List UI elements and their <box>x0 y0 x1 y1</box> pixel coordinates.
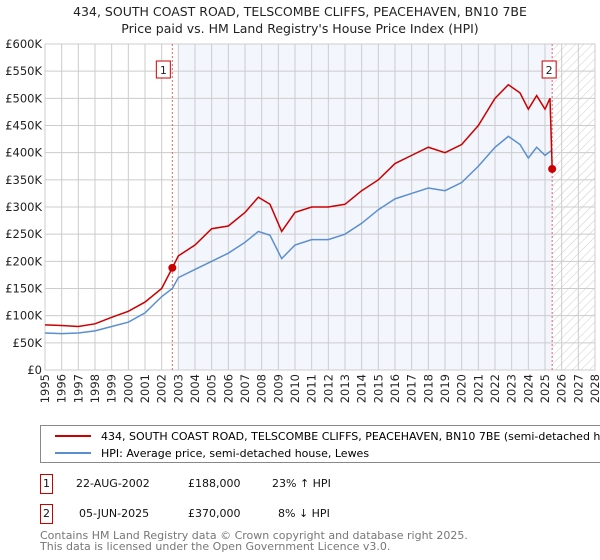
sale-marker-badge: 1 <box>40 474 53 494</box>
sale-point <box>168 263 177 272</box>
x-tick-label: 2024 <box>521 374 535 403</box>
x-tick-label: 2014 <box>355 374 369 403</box>
x-tick-label: 2017 <box>405 374 419 403</box>
x-tick-label: 1999 <box>105 374 119 403</box>
plot-border <box>44 43 596 371</box>
y-tick-label: £200K <box>5 254 42 268</box>
x-tick-label: 2018 <box>421 374 435 403</box>
sale-price: £370,000 <box>188 507 241 520</box>
red-line-swatch <box>55 435 91 437</box>
chart-title: 434, SOUTH COAST ROAD, TELSCOMBE CLIFFS,… <box>73 4 527 19</box>
y-tick-label: £0 <box>27 363 42 377</box>
sale-badge-label: 1 <box>160 64 167 77</box>
sale-hpi-diff: 23% ↑ HPI <box>272 477 331 490</box>
legend: 434, SOUTH COAST ROAD, TELSCOMBE CLIFFS,… <box>40 425 600 463</box>
x-tick-label: 2016 <box>388 374 402 403</box>
legend-label: HPI: Average price, semi-detached house,… <box>101 446 370 460</box>
legend-item-hpi: HPI: Average price, semi-detached house,… <box>55 445 369 461</box>
x-tick-label: 2008 <box>255 374 269 403</box>
x-tick-label: 2006 <box>221 374 235 403</box>
x-tick-label: 2012 <box>321 374 335 403</box>
y-tick-label: £400K <box>5 146 42 160</box>
y-tick-label: £550K <box>5 64 42 78</box>
sale-badge-label: 2 <box>546 64 553 77</box>
x-tick-label: 2015 <box>371 374 385 403</box>
x-tick-label: 2028 <box>588 374 600 403</box>
sale-badge <box>541 60 557 79</box>
sale-point <box>548 164 557 173</box>
chart-subtitle: Price paid vs. HM Land Registry's House … <box>121 21 479 36</box>
x-tick-label: 2010 <box>288 374 302 403</box>
x-tick-label: 2003 <box>171 374 185 403</box>
x-tick-label: 2025 <box>538 374 552 403</box>
y-tick-label: £350K <box>5 173 42 187</box>
footer: Contains HM Land Registry data © Crown c… <box>40 530 468 552</box>
x-tick-label: 2001 <box>138 374 152 403</box>
y-tick-label: £250K <box>5 227 42 241</box>
y-tick-label: £150K <box>5 282 42 296</box>
y-tick-label: £300K <box>5 200 42 214</box>
sale-date: 05-JUN-2025 <box>79 507 150 520</box>
x-tick-label: 2019 <box>438 374 452 403</box>
legend-label: 434, SOUTH COAST ROAD, TELSCOMBE CLIFFS,… <box>101 429 600 443</box>
y-tick-label: £450K <box>5 119 42 133</box>
x-tick-label: 2000 <box>121 374 135 403</box>
legend-item-property: 434, SOUTH COAST ROAD, TELSCOMBE CLIFFS,… <box>55 428 600 444</box>
x-tick-label: 2007 <box>238 374 252 403</box>
x-tick-label: 2013 <box>338 374 352 403</box>
x-tick-label: 1997 <box>71 374 85 403</box>
x-tick-label: 1995 <box>38 374 52 403</box>
sale-date: 22-AUG-2002 <box>76 477 150 490</box>
blue-line-swatch <box>55 452 91 454</box>
x-tick-label: 2005 <box>205 374 219 403</box>
y-tick-label: £100K <box>5 309 42 323</box>
sale-hpi-diff: 8% ↓ HPI <box>278 507 330 520</box>
sale-badge <box>155 60 171 79</box>
sale-price: £188,000 <box>188 477 241 490</box>
footer-line: Contains HM Land Registry data © Crown c… <box>40 529 468 542</box>
x-tick-label: 1996 <box>55 374 69 403</box>
x-tick-label: 2023 <box>505 374 519 403</box>
y-tick-label: £600K <box>5 37 42 51</box>
y-tick-label: £500K <box>5 91 42 105</box>
sale-marker-badge: 2 <box>40 504 53 524</box>
series-line <box>44 135 553 335</box>
x-tick-label: 2011 <box>305 374 319 403</box>
x-tick-label: 2027 <box>571 374 585 403</box>
x-tick-label: 2009 <box>271 374 285 403</box>
x-tick-label: 2022 <box>488 374 502 403</box>
x-tick-label: 2021 <box>471 374 485 403</box>
y-tick-label: £50K <box>13 336 43 350</box>
plot-area: 1995 1996 1997 1998 1999 2000 2001 2002 2003 2004… <box>5 37 600 403</box>
x-tick-label: 2002 <box>155 374 169 403</box>
x-tick-label: 1998 <box>88 374 102 403</box>
x-tick-label: 2026 <box>555 374 569 403</box>
footer-line: This data is licensed under the Open Gov… <box>40 540 391 553</box>
x-tick-label: 2020 <box>455 374 469 403</box>
series-line <box>44 83 553 328</box>
x-tick-label: 2004 <box>188 374 202 403</box>
